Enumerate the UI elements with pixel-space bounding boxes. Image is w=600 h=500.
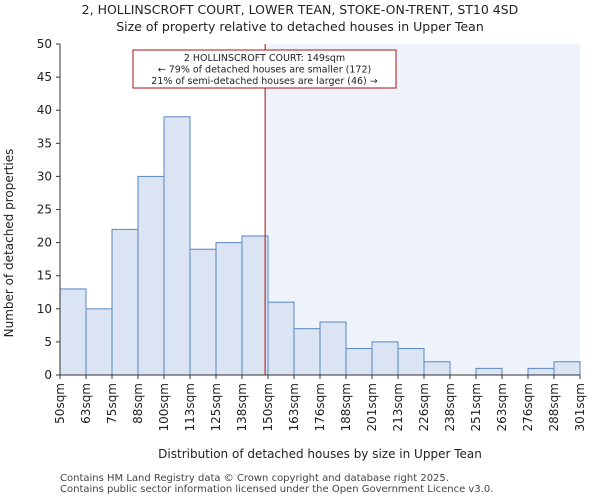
- y-axis-label: Number of detached properties: [2, 149, 16, 338]
- annotation-line-2: ← 79% of detached houses are smaller (17…: [158, 65, 371, 76]
- bar: [137, 175, 165, 376]
- bar: [59, 288, 87, 376]
- bar: [345, 348, 373, 376]
- x-tick-label: 63sqm: [79, 383, 93, 424]
- bar: [423, 361, 451, 376]
- bar: [163, 116, 191, 376]
- bar: [215, 242, 243, 376]
- x-tick-label: 226sqm: [417, 383, 431, 431]
- bar: [189, 248, 217, 376]
- y-tick-label: 30: [37, 169, 52, 183]
- y-tick-label: 35: [37, 136, 52, 150]
- x-tick-label: 176sqm: [313, 383, 327, 431]
- x-axis-label: Distribution of detached houses by size …: [158, 447, 482, 461]
- y-tick-label: 50: [37, 37, 52, 51]
- bar: [241, 235, 269, 376]
- y-tick-label: 40: [37, 103, 52, 117]
- x-tick-label: 288sqm: [547, 383, 561, 431]
- x-tick-label: 301sqm: [573, 383, 587, 431]
- annotation-line-1: 2 HOLLINSCROFT COURT: 149sqm: [184, 53, 345, 64]
- bar: [85, 308, 113, 376]
- bar: [527, 367, 555, 376]
- footer-copyright: Contains HM Land Registry data © Crown c…: [60, 473, 449, 484]
- x-tick-label: 263sqm: [495, 383, 509, 431]
- x-tick-label: 88sqm: [131, 383, 145, 424]
- bar: [475, 367, 503, 376]
- chart-subtitle: Size of property relative to detached ho…: [116, 19, 484, 34]
- x-tick-label: 163sqm: [287, 383, 301, 431]
- bar: [319, 321, 347, 376]
- x-tick-label: 113sqm: [183, 383, 197, 431]
- x-tick-label: 50sqm: [53, 383, 67, 424]
- footer-licence: Contains public sector information licen…: [60, 484, 494, 495]
- x-tick-label: 188sqm: [339, 383, 353, 431]
- x-tick-label: 251sqm: [469, 383, 483, 431]
- x-tick-label: 213sqm: [391, 383, 405, 431]
- y-tick-label: 5: [44, 335, 52, 349]
- y-tick-label: 20: [37, 236, 52, 250]
- chart: 2, HOLLINSCROFT COURT, LOWER TEAN, STOKE…: [2, 2, 587, 461]
- y-tick-label: 15: [37, 269, 52, 283]
- y-tick-label: 45: [37, 70, 52, 84]
- x-tick-label: 150sqm: [261, 383, 275, 431]
- annotation-box: [132, 49, 397, 89]
- x-tick-label: 75sqm: [105, 383, 119, 424]
- bar: [553, 361, 581, 376]
- x-tick-label: 276sqm: [521, 383, 535, 431]
- plot-area: 0 5 10 15 20 25 30 35 40 45 50 50sqm 63sqm 75sqm 88sqm…: [37, 37, 587, 431]
- highlight-region: [265, 44, 580, 375]
- y-tick-label: 0: [44, 368, 52, 382]
- x-tick-label: 138sqm: [235, 383, 249, 431]
- x-tick-label: 125sqm: [209, 383, 223, 431]
- bar: [397, 348, 425, 376]
- bar: [293, 328, 321, 376]
- chart-title: 2, HOLLINSCROFT COURT, LOWER TEAN, STOKE…: [82, 2, 519, 17]
- bar: [111, 228, 139, 376]
- y-tick-label: 25: [37, 203, 52, 217]
- annotation-line-3: 21% of semi-detached houses are larger (…: [151, 76, 378, 87]
- x-tick-label: 100sqm: [157, 383, 171, 431]
- bar: [267, 301, 295, 376]
- x-tick-label: 201sqm: [365, 383, 379, 431]
- y-tick-label: 10: [37, 302, 52, 316]
- bar: [371, 341, 399, 376]
- x-tick-label: 238sqm: [443, 383, 457, 431]
